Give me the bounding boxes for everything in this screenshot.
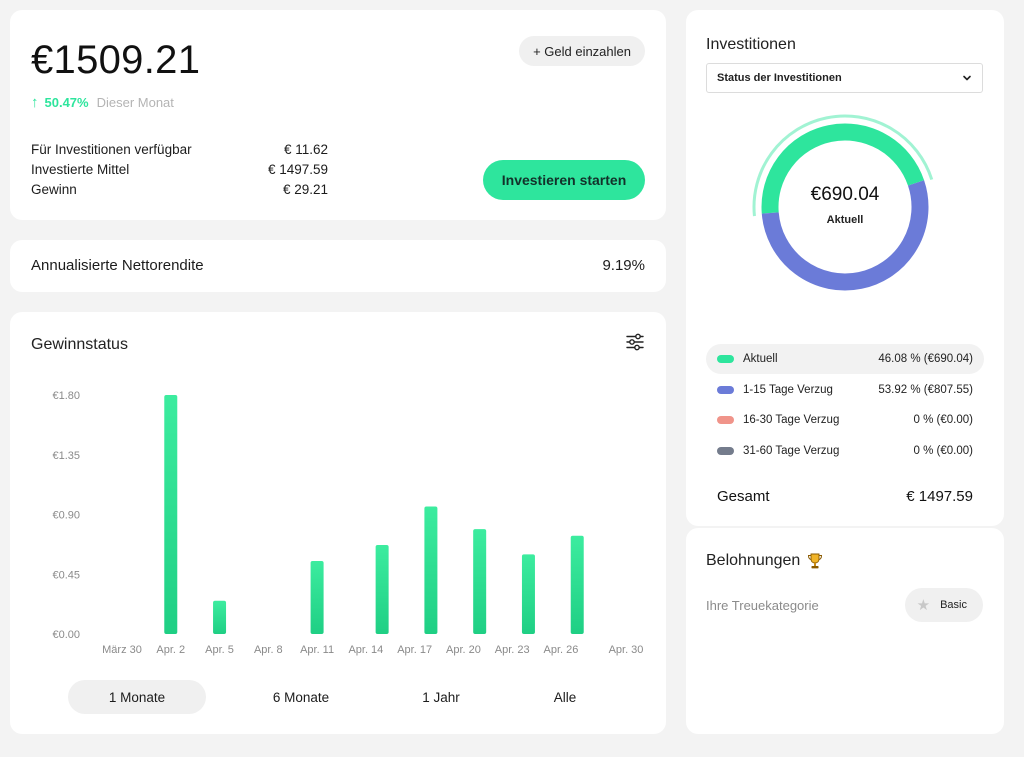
loyalty-category-label: Ihre Treuekategorie	[706, 598, 819, 613]
rewards-card: Belohnungen Ihre Treuekategorie ★ Basic	[686, 528, 1004, 734]
trophy-icon	[808, 553, 823, 569]
profit-status-card: Gewinnstatus €0.00 €0.45 €0.90 €1.35 €1.80 M…	[10, 312, 666, 734]
x-axis: März 30 Apr. 2 Apr. 5 Apr. 8 Apr. 11 Apr. 14 A…	[102, 644, 643, 656]
legend-swatch	[717, 385, 734, 394]
balance-stats: Für Investitionen verfügbar € 11.62 Inve…	[31, 140, 328, 200]
investment-total: Gesamt € 1497.59	[717, 488, 973, 505]
legend-item-31-60-days[interactable]: 31-60 Tage Verzug 0 % (€0.00)	[706, 436, 984, 466]
donut-center-value: €690.04	[810, 184, 880, 205]
bar[interactable]	[473, 529, 487, 634]
x-tick-label: Apr. 17	[397, 644, 432, 656]
sliders-icon[interactable]	[625, 332, 645, 352]
profit-status-title: Gewinnstatus	[31, 336, 128, 353]
legend-swatch	[717, 355, 734, 363]
x-tick-label: Apr. 8	[254, 644, 283, 656]
range-tabs: 1 Monate 6 Monate 1 Jahr Alle	[68, 680, 628, 714]
bar[interactable]	[375, 545, 389, 634]
investment-legend: Aktuell 46.08 % (€690.04) 1-15 Tage Verz…	[706, 344, 984, 466]
profit-bar-chart: €0.00 €0.45 €0.90 €1.35 €1.80 März 30 Apr. 2 A…	[52, 390, 643, 656]
bar[interactable]	[310, 560, 324, 634]
tab-6-months[interactable]: 6 Monate	[272, 689, 330, 705]
x-tick-label: Apr. 30	[609, 644, 644, 656]
donut-highlight-ring	[752, 114, 934, 217]
x-tick-label: Apr. 11	[300, 644, 334, 656]
stat-value: € 11.62	[283, 142, 328, 157]
stat-label: Für Investitionen verfügbar	[31, 142, 192, 157]
x-tick-label: Apr. 5	[205, 644, 234, 656]
arrow-up-icon: ↑	[31, 94, 39, 111]
bar[interactable]	[164, 395, 178, 634]
bar[interactable]	[570, 535, 584, 634]
y-tick-label: €1.80	[52, 390, 80, 402]
donut-center-label: Aktuell	[826, 214, 864, 226]
x-tick-label: Apr. 26	[544, 644, 579, 656]
x-tick-label: Apr. 20	[446, 644, 481, 656]
chevron-down-icon	[963, 75, 971, 81]
balance-card: €1509.21 + Geld einzahlen ↑ 50.47% Diese…	[10, 10, 666, 220]
x-tick-label: März 30	[102, 644, 142, 656]
yield-label: Annualisierte Nettorendite	[31, 257, 204, 274]
tab-1-month[interactable]: 1 Monate	[68, 680, 206, 714]
legend-item-1-15-days[interactable]: 1-15 Tage Verzug 53.92 % (€807.55)	[706, 375, 984, 405]
growth-indicator: ↑ 50.47% Dieser Monat	[31, 94, 174, 111]
legend-swatch	[717, 446, 734, 455]
total-label: Gesamt	[717, 488, 770, 505]
legend-label: 16-30 Tage Verzug	[743, 414, 840, 427]
growth-percentage: 50.47%	[44, 95, 89, 110]
legend-value: 0 % (€0.00)	[913, 414, 973, 427]
annualized-yield-card: Annualisierte Nettorendite 9.19%	[10, 240, 666, 292]
stat-invested: Investierte Mittel € 1497.59	[31, 160, 328, 180]
rewards-title: Belohnungen	[706, 552, 801, 569]
legend-item-current[interactable]: Aktuell 46.08 % (€690.04)	[706, 344, 984, 374]
total-value: € 1497.59	[906, 488, 973, 505]
loyalty-tier-badge[interactable]: ★ Basic	[904, 588, 983, 622]
star-icon: ★	[916, 597, 931, 614]
investment-donut-chart	[752, 114, 934, 291]
legend-value: 0 % (€0.00)	[913, 444, 973, 457]
bar[interactable]	[213, 600, 227, 634]
deposit-button[interactable]: + Geld einzahlen	[519, 36, 645, 66]
select-value: Status der Investitionen	[717, 72, 842, 84]
x-tick-label: Apr. 14	[348, 644, 383, 656]
start-investing-button[interactable]: Investieren starten	[483, 160, 645, 200]
tab-1-year[interactable]: 1 Jahr	[422, 689, 460, 705]
y-tick-label: €1.35	[52, 450, 80, 462]
x-tick-label: Apr. 2	[156, 644, 185, 656]
yield-value: 9.19%	[602, 257, 645, 274]
stat-label: Gewinn	[31, 182, 77, 197]
rewards-title-row: Belohnungen	[706, 552, 824, 570]
stat-available: Für Investitionen verfügbar € 11.62	[31, 140, 328, 160]
y-tick-label: €0.90	[52, 510, 80, 522]
legend-value: 46.08 % (€690.04)	[878, 353, 973, 365]
growth-period: Dieser Monat	[96, 95, 174, 110]
bar[interactable]	[424, 506, 438, 634]
legend-label: Aktuell	[743, 353, 778, 365]
x-tick-label: Apr. 23	[495, 644, 530, 656]
investments-title: Investitionen	[706, 36, 796, 53]
legend-item-16-30-days[interactable]: 16-30 Tage Verzug 0 % (€0.00)	[706, 405, 984, 435]
tab-all[interactable]: Alle	[553, 689, 577, 705]
stat-value: € 1497.59	[267, 162, 328, 177]
donut-segment[interactable]	[761, 180, 929, 291]
investments-card: Investitionen Status der Investitionen €…	[686, 10, 1004, 526]
stat-label: Investierte Mittel	[31, 162, 130, 177]
balance-amount: €1509.21	[31, 38, 201, 82]
legend-label: 31-60 Tage Verzug	[743, 444, 840, 457]
bars	[164, 395, 584, 634]
stat-profit: Gewinn € 29.21	[31, 180, 328, 200]
investment-status-select[interactable]: Status der Investitionen	[706, 63, 983, 93]
tier-name: Basic	[940, 599, 967, 611]
legend-swatch	[717, 416, 734, 425]
stat-value: € 29.21	[282, 182, 328, 197]
bar[interactable]	[521, 554, 535, 634]
legend-label: 1-15 Tage Verzug	[743, 383, 833, 396]
legend-value: 53.92 % (€807.55)	[878, 383, 973, 396]
y-tick-label: €0.00	[52, 629, 80, 641]
donut-segment[interactable]	[761, 123, 925, 214]
y-axis: €0.00 €0.45 €0.90 €1.35 €1.80	[52, 390, 80, 641]
y-tick-label: €0.45	[52, 569, 80, 581]
